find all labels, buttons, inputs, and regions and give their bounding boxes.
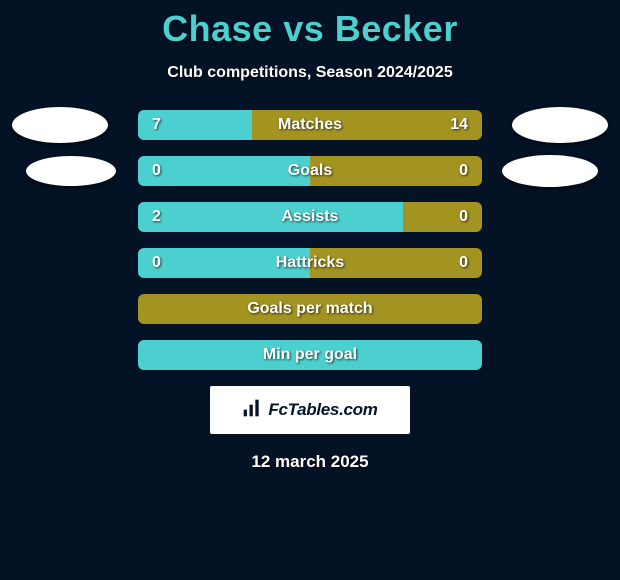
stat-row: 00Hattricks: [0, 248, 620, 278]
stat-bar-left: [138, 340, 482, 370]
page-title: Chase vs Becker: [0, 0, 620, 50]
stat-bar: Goals per match: [138, 294, 482, 324]
player-avatar-right: [512, 107, 608, 143]
stat-row: Goals per match: [0, 294, 620, 324]
stat-bar: Min per goal: [138, 340, 482, 370]
player-avatar-right: [502, 155, 598, 187]
stat-row: 20Assists: [0, 202, 620, 232]
player-avatar-left: [12, 107, 108, 143]
subtitle: Club competitions, Season 2024/2025: [0, 64, 620, 82]
stat-bar: 00Hattricks: [138, 248, 482, 278]
stat-bar: 714Matches: [138, 110, 482, 140]
stat-bar: 20Assists: [138, 202, 482, 232]
stat-row: Min per goal: [0, 340, 620, 370]
stat-bar-right: [138, 294, 482, 324]
stat-bar-left: [138, 248, 310, 278]
player-avatar-left: [26, 156, 116, 186]
stat-bar-left: [138, 202, 403, 232]
stat-bar: 00Goals: [138, 156, 482, 186]
stat-row: 00Goals: [0, 156, 620, 186]
stat-bar-left: [138, 110, 252, 140]
site-badge-text: FcTables.com: [268, 400, 377, 420]
stat-bar-right: [310, 248, 482, 278]
stat-bar-right: [403, 202, 482, 232]
date-label: 12 march 2025: [0, 452, 620, 472]
stat-bar-left: [138, 156, 310, 186]
comparison-chart: 714Matches 00Goals 20Assists 00Hattricks Goa…: [0, 110, 620, 370]
site-badge: FcTables.com: [210, 386, 410, 434]
stat-bar-right: [310, 156, 482, 186]
bars-icon: [242, 398, 262, 423]
stat-row: 714Matches: [0, 110, 620, 140]
stat-bar-right: [252, 110, 482, 140]
